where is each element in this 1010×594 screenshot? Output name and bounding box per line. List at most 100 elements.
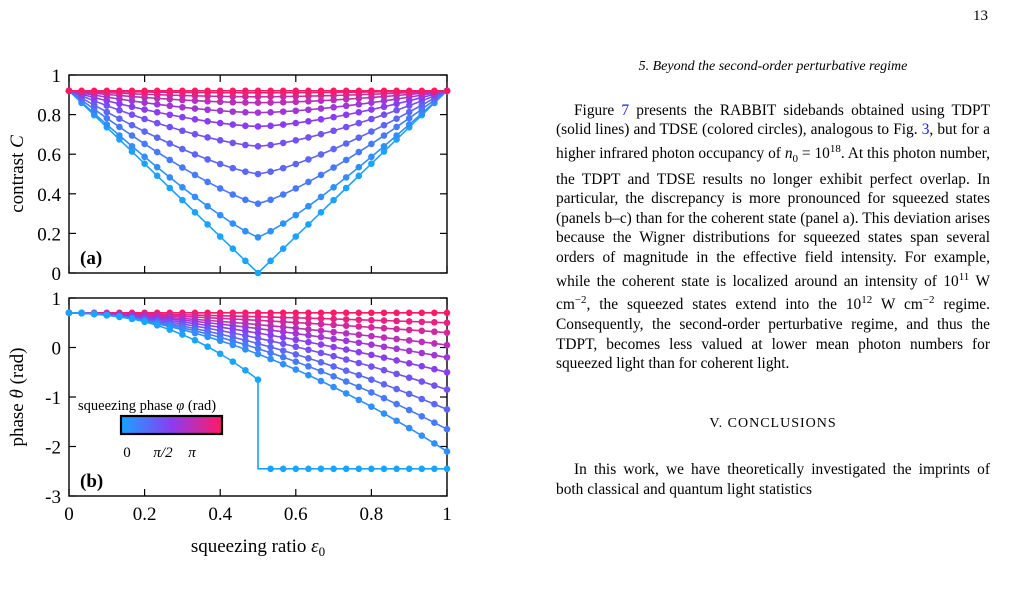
panel-b-ylabel: phase θ (rad) [7, 347, 28, 446]
panel-a-point [191, 151, 199, 158]
panel-b-point [393, 417, 400, 425]
panel-a-point [279, 164, 287, 172]
panel-a-point [393, 100, 400, 108]
panel-b-point [393, 400, 400, 408]
panel-a-point [292, 211, 300, 219]
panel-a-point [279, 87, 287, 95]
panel-b-point [330, 309, 337, 317]
panel-a-point [153, 134, 161, 141]
panel-a-point [179, 164, 186, 171]
panel-a-point [267, 196, 274, 204]
panel-b-point [342, 309, 350, 317]
panel-a-point [267, 108, 274, 116]
panel-b-point [65, 309, 73, 317]
panel-a-point [191, 193, 199, 201]
panel-a-point [153, 87, 161, 95]
panel-a-point [216, 107, 224, 115]
panel-a-point [267, 168, 274, 175]
panel-b-point [431, 419, 438, 426]
panel-b-point [431, 319, 438, 326]
panel-b-point [317, 327, 325, 335]
panel-b-point [368, 363, 375, 370]
panel-a-point [141, 87, 148, 95]
panel-a-point [292, 233, 300, 240]
panel-a-point [116, 123, 123, 131]
panel-b-point [355, 323, 363, 330]
panel-a-point [153, 108, 161, 116]
panel-a-point [141, 160, 148, 168]
panel-b-point [305, 354, 312, 362]
panel-a-point [292, 185, 300, 192]
panel-b-point [254, 334, 262, 342]
panel-b-point [267, 355, 274, 363]
panel-a-point [166, 140, 174, 147]
panel-a-point [204, 178, 211, 186]
panel-a-point [204, 87, 211, 95]
panel-a-point [242, 196, 249, 204]
panel-b-point [267, 465, 274, 473]
panel-a-point [254, 170, 262, 178]
panel-a-point [292, 107, 300, 115]
panel-a-point [330, 183, 337, 191]
panel-b-point [443, 368, 451, 376]
panel-a-point [128, 132, 136, 139]
panel-b-point [242, 332, 249, 339]
panel-b-point [317, 377, 325, 385]
panel-a-point [216, 233, 224, 240]
panel-b-point [368, 341, 375, 349]
panel-a-point [317, 97, 325, 104]
panel-b-point [355, 331, 363, 339]
panel-b-point [405, 347, 413, 355]
panel-a-point [166, 184, 174, 192]
panel-a-point [116, 87, 123, 95]
panel-a-point [166, 156, 174, 164]
panel-b-point [317, 465, 325, 473]
panel-a-point [229, 139, 237, 147]
panel-a-ytick-label: 0.6 [37, 145, 61, 166]
panel-b-point [405, 337, 413, 344]
panel-b-point [216, 350, 224, 358]
panel-b-point [305, 332, 312, 339]
panel-b-point [355, 348, 363, 356]
panel-a-point [393, 123, 400, 131]
section-heading-conclusions: V. CONCLUSIONS [709, 415, 837, 431]
panel-a-point [216, 160, 224, 168]
panel-a-point [368, 99, 375, 106]
panel-b-xtick-label: 0.2 [133, 504, 157, 525]
panel-a-point [191, 87, 199, 95]
panel-a-point [405, 87, 413, 95]
panel-a-point [342, 123, 350, 131]
panel-b-point [267, 326, 274, 334]
panel-a-point [116, 115, 123, 123]
panel-a-point [305, 134, 312, 141]
panel-b-point [279, 340, 287, 348]
panel-a-contrast: 0 0.2 0.4 0.6 0.8 1 (a) contrast C [7, 66, 451, 285]
panel-a-point [393, 87, 400, 95]
panel-b-point [279, 328, 287, 336]
panel-b-point [128, 315, 136, 323]
panel-b-point [254, 340, 262, 347]
subsection-heading: 5. Beyond the second-order perturbative … [638, 59, 908, 74]
panel-a-point [153, 119, 161, 127]
panel-a-point [431, 87, 438, 95]
panel-b-point [405, 374, 413, 381]
panel-b-point [443, 465, 451, 473]
panel-a-point [204, 134, 211, 141]
panel-a-point [141, 140, 148, 148]
panel-a-point [330, 164, 337, 171]
panel-b-point [279, 360, 287, 368]
panel-a-point [229, 87, 237, 95]
panel-b-point [355, 339, 363, 347]
panel-a-point [254, 269, 262, 277]
panel-a-point [380, 87, 388, 95]
panel-a-point [355, 87, 363, 95]
panel-a-point [279, 191, 287, 198]
panel-a-point [153, 163, 161, 171]
panel-a-point [305, 118, 312, 125]
panel-b-point [431, 465, 438, 473]
panel-b-point [279, 347, 287, 354]
panel-a-point [229, 121, 237, 128]
panel-b-point [179, 326, 186, 334]
panel-b-point [368, 351, 375, 359]
panel-a-point [267, 141, 274, 149]
